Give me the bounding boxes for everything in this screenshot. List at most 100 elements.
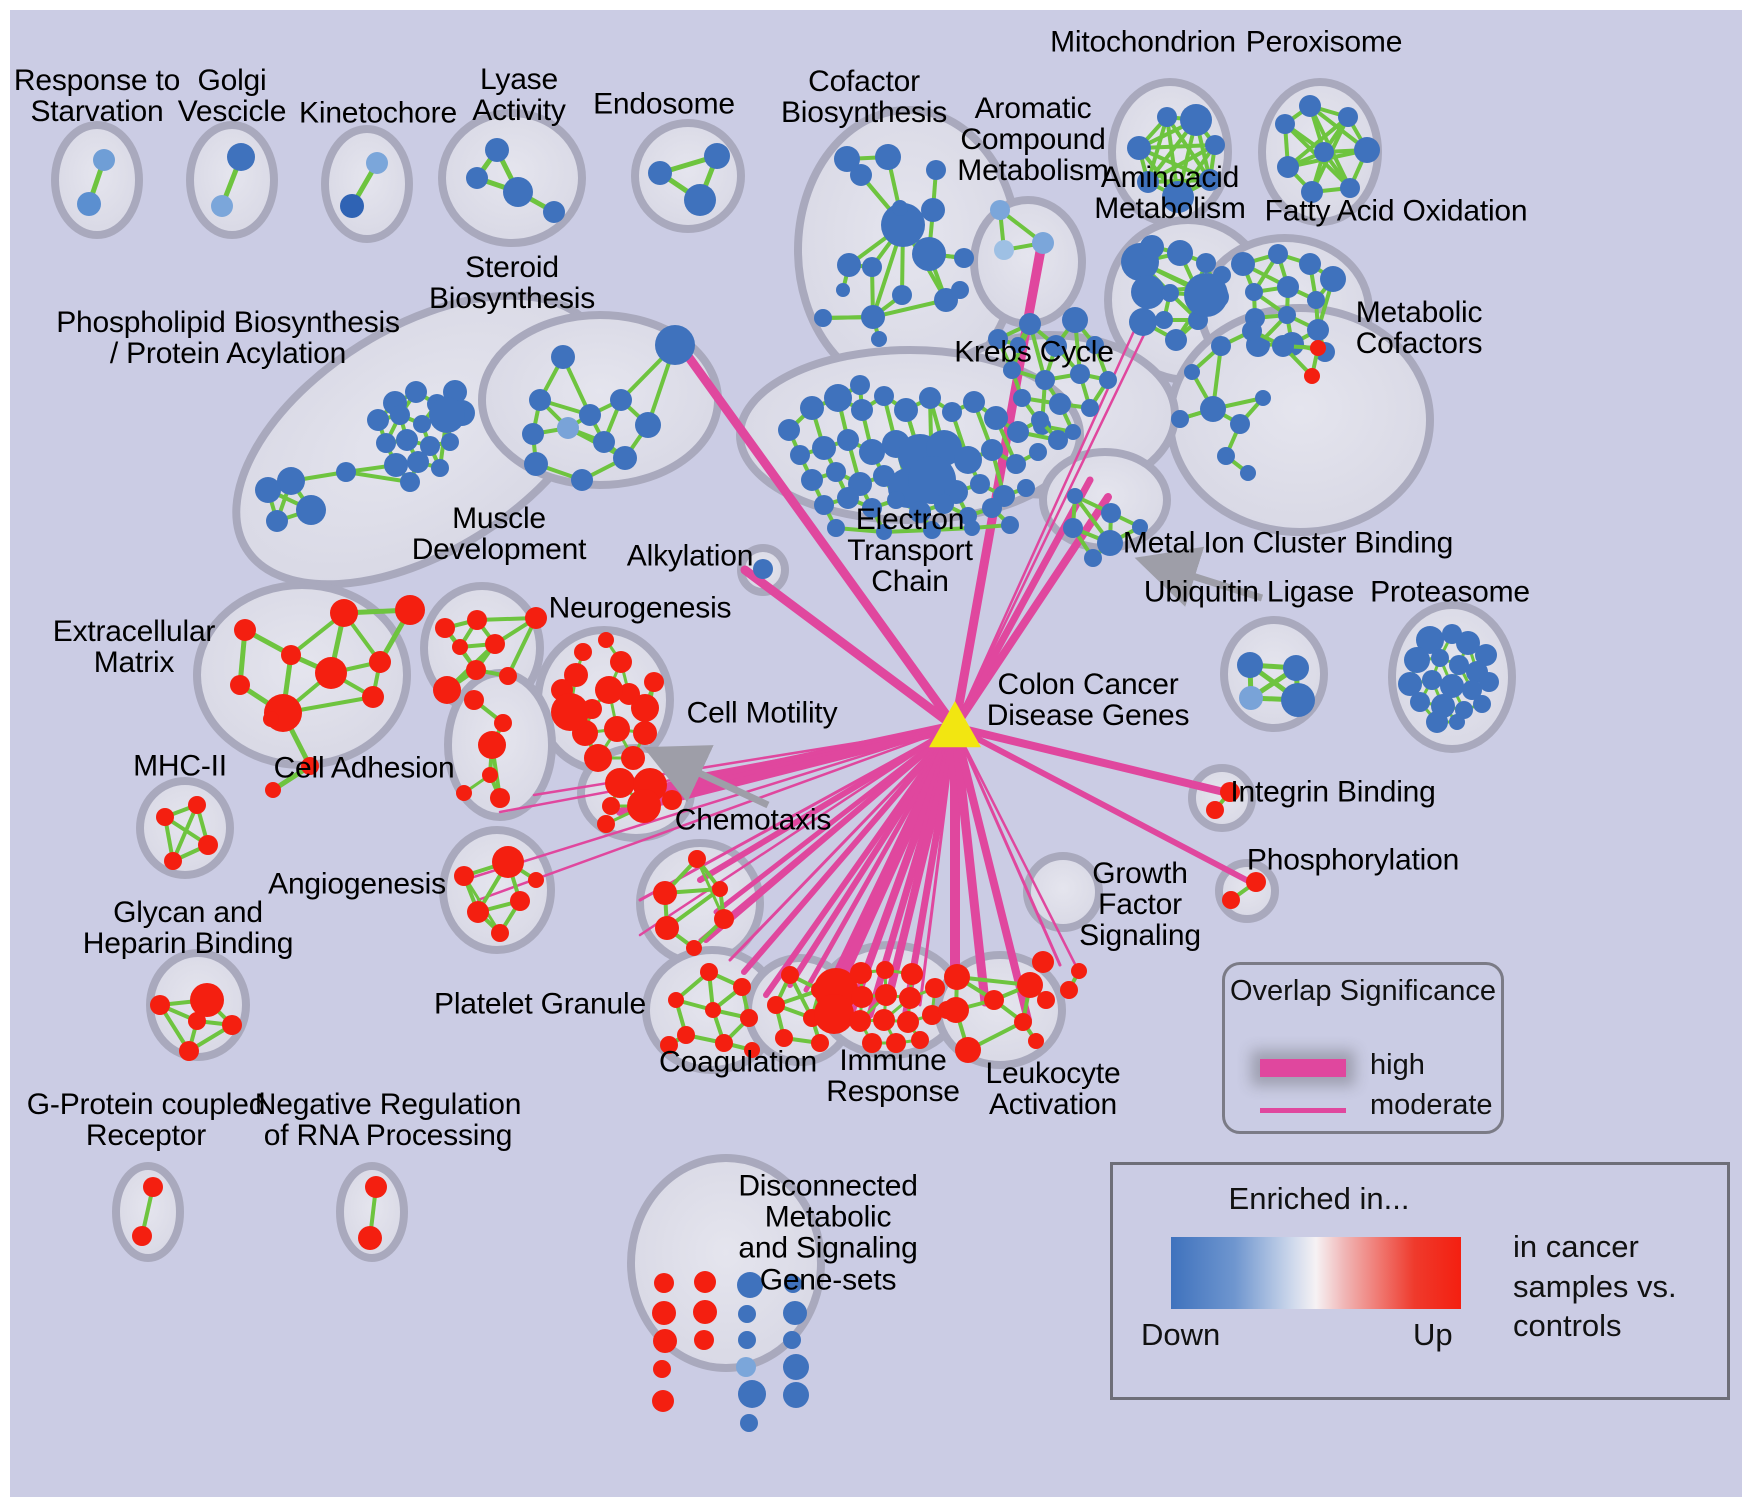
gene-set-node[interactable] [605,768,635,798]
gene-set-node[interactable] [1314,142,1334,162]
gene-set-node[interactable] [150,995,170,1015]
gene-set-node[interactable] [740,1009,758,1027]
gene-set-node[interactable] [503,177,533,207]
gene-set-node[interactable] [230,675,250,695]
gene-set-node[interactable] [704,143,730,169]
gene-set-node[interactable] [524,452,548,476]
gene-set-node[interactable] [963,391,985,413]
gene-set-node[interactable] [296,495,326,525]
gene-set-node[interactable] [984,990,1004,1010]
gene-set-node[interactable] [652,1390,674,1412]
gene-set-node[interactable] [467,610,487,630]
gene-set-node[interactable] [456,785,472,801]
gene-set-node[interactable] [964,520,980,536]
gene-set-node[interactable] [1137,171,1159,193]
gene-set-node[interactable] [1067,488,1083,504]
gene-set-node[interactable] [653,881,677,905]
cluster-golgi-vescicle[interactable] [211,143,255,217]
gene-set-node[interactable] [738,1331,756,1349]
cluster-negative-regulation-rna-processing[interactable] [358,1176,387,1250]
gene-set-node[interactable] [824,384,852,412]
gene-set-node[interactable] [301,757,319,775]
gene-set-node[interactable] [871,331,887,347]
gene-set-node[interactable] [395,595,425,625]
gene-set-node[interactable] [694,1330,714,1350]
gene-set-node[interactable] [775,1029,793,1047]
gene-set-node[interactable] [1032,232,1054,254]
gene-set-node[interactable] [1310,340,1326,356]
gene-set-node[interactable] [837,429,859,451]
cluster-disconnected-gene-sets[interactable] [652,1271,809,1432]
gene-set-node[interactable] [1014,1013,1032,1031]
gene-set-node[interactable] [1006,454,1026,474]
cluster-neurogenesis[interactable] [551,632,664,772]
gene-set-node[interactable] [1340,178,1360,198]
gene-set-node[interactable] [988,329,1008,349]
gene-set-node[interactable] [1017,972,1043,998]
cluster-alkylation[interactable] [753,559,773,579]
cluster-phosphorylation[interactable] [1222,872,1266,909]
gene-set-node[interactable] [738,1305,756,1323]
gene-set-node[interactable] [1086,336,1104,354]
gene-set-node[interactable] [836,283,850,297]
gene-set-node[interactable] [132,1226,152,1246]
gene-set-node[interactable] [1060,981,1078,999]
cluster-kinetochore[interactable] [340,152,388,218]
gene-set-node[interactable] [188,1012,206,1030]
gene-set-node[interactable] [491,924,509,942]
gene-set-node[interactable] [441,433,459,451]
gene-set-node[interactable] [1184,273,1228,317]
gene-set-node[interactable] [1230,414,1250,434]
gene-set-node[interactable] [1099,371,1117,389]
gene-set-node[interactable] [485,634,505,654]
gene-set-node[interactable] [1063,518,1083,538]
gene-set-node[interactable] [1299,253,1321,275]
gene-set-node[interactable] [557,417,579,439]
gene-set-node[interactable] [1162,181,1194,213]
gene-set-node[interactable] [1440,674,1464,698]
gene-set-node[interactable] [1479,672,1499,692]
gene-set-node[interactable] [93,149,115,171]
cluster-integrin-binding[interactable] [1206,782,1240,819]
gene-set-node[interactable] [1431,649,1449,667]
gene-set-node[interactable] [814,994,854,1034]
gene-set-node[interactable] [1127,136,1151,160]
gene-set-node[interactable] [1426,711,1448,733]
gene-set-node[interactable] [633,721,657,745]
gene-set-node[interactable] [1281,683,1315,717]
gene-set-node[interactable] [464,690,484,710]
gene-set-node[interactable] [1084,549,1102,567]
gene-set-node[interactable] [1013,389,1031,407]
gene-set-node[interactable] [1242,321,1262,341]
gene-set-node[interactable] [384,453,408,477]
gene-set-node[interactable] [1180,104,1212,136]
gene-set-node[interactable] [595,676,623,704]
gene-set-node[interactable] [814,495,834,515]
cluster-glycan-heparin-binding[interactable] [150,983,242,1061]
gene-set-node[interactable] [812,436,836,460]
gene-set-node[interactable] [875,984,897,1006]
gene-set-node[interactable] [330,599,358,627]
gene-set-node[interactable] [955,1037,981,1063]
gene-set-node[interactable] [923,521,941,539]
gene-set-node[interactable] [954,446,982,474]
gene-set-node[interactable] [781,966,799,984]
gene-set-node[interactable] [613,446,637,470]
gene-set-node[interactable] [190,983,224,1017]
gene-set-node[interactable] [482,767,498,783]
gene-set-node[interactable] [454,866,474,886]
gene-set-node[interactable] [934,494,954,514]
gene-set-node[interactable] [1304,368,1320,384]
gene-set-node[interactable] [597,815,615,833]
gene-set-node[interactable] [1129,308,1157,336]
gene-set-node[interactable] [1277,156,1299,178]
gene-set-node[interactable] [1268,244,1288,264]
gene-set-node[interactable] [693,1300,717,1324]
gene-set-node[interactable] [211,195,233,217]
gene-set-node[interactable] [862,257,882,277]
gene-set-node[interactable] [1283,655,1309,681]
gene-set-node[interactable] [1245,283,1263,301]
gene-set-node[interactable] [551,345,575,369]
cluster-extracellular-matrix[interactable] [230,595,425,798]
gene-set-node[interactable] [1196,253,1216,273]
